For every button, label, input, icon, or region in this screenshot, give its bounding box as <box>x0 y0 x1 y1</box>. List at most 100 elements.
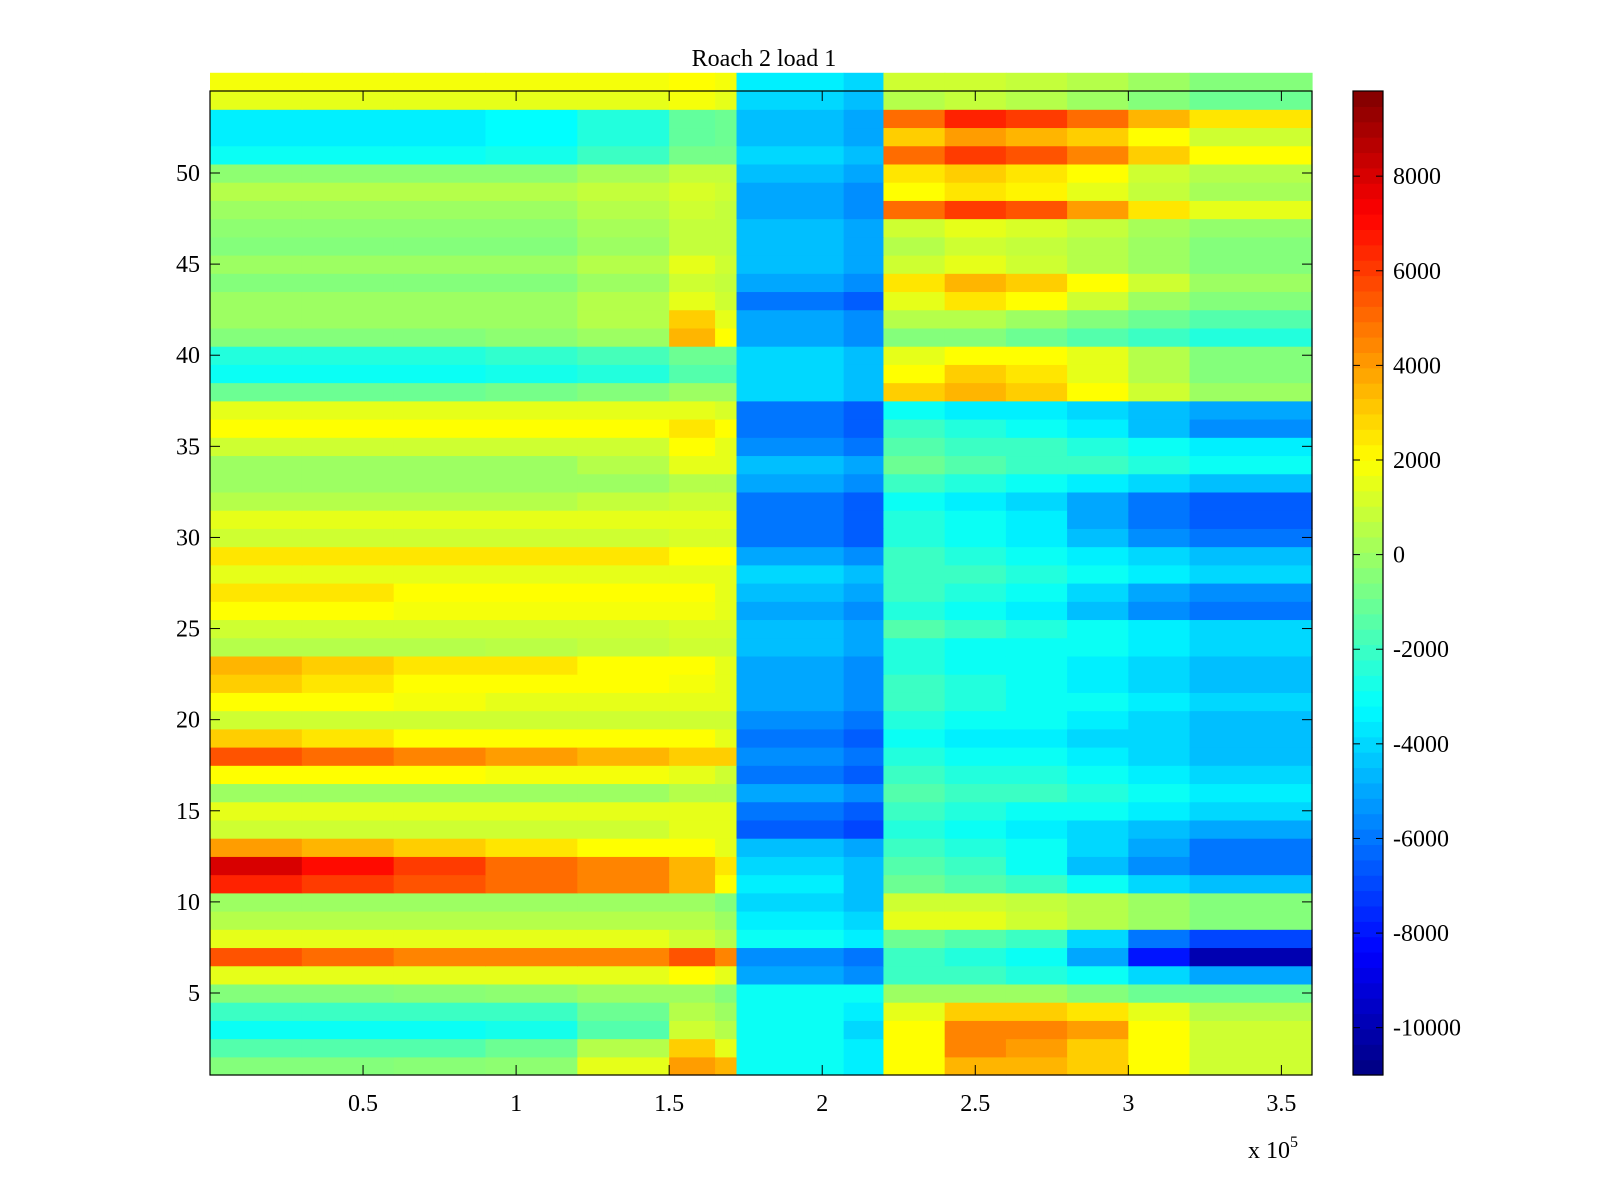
heatmap-cell <box>669 637 716 657</box>
heatmap-cell <box>944 200 1007 220</box>
heatmap-cell <box>577 473 670 493</box>
heatmap-cell <box>1128 674 1191 693</box>
heatmap-cell <box>1005 236 1068 256</box>
heatmap-cell <box>669 728 716 748</box>
heatmap-cell <box>736 801 845 821</box>
heatmap-cell <box>883 583 946 602</box>
heatmap-cell <box>1128 619 1191 639</box>
heatmap-cell <box>669 200 716 220</box>
heatmap-cell <box>1128 437 1191 457</box>
heatmap-cell <box>736 765 845 785</box>
heatmap-cell <box>485 692 578 712</box>
heatmap-cell <box>736 163 845 183</box>
heatmap-cell <box>1005 765 1068 785</box>
heatmap-cell <box>1189 255 1313 274</box>
heatmap-cell <box>669 911 716 930</box>
heatmap-cell <box>393 929 487 949</box>
colorbar-swatch <box>1353 137 1383 154</box>
heatmap-cell <box>393 72 487 92</box>
heatmap-cell <box>1128 163 1191 183</box>
heatmap-cell <box>577 583 670 602</box>
heatmap-cell <box>393 1002 487 1021</box>
heatmap-cell <box>210 200 303 220</box>
heatmap-cell <box>1128 309 1191 329</box>
heatmap-cell <box>883 637 946 657</box>
heatmap-cell <box>1067 473 1129 493</box>
colorbar-swatch <box>1353 106 1383 123</box>
heatmap-cell <box>485 655 578 675</box>
colorbar-swatch <box>1353 198 1383 215</box>
heatmap-cell <box>210 491 303 511</box>
heatmap-cell <box>1128 255 1191 274</box>
colorbar-swatch <box>1353 598 1383 615</box>
heatmap-cell <box>843 911 885 930</box>
heatmap-cell <box>1128 1056 1191 1076</box>
colorbar-swatch <box>1353 982 1383 999</box>
heatmap-cell <box>736 1038 845 1058</box>
heatmap-cell <box>669 892 716 912</box>
heatmap-cell <box>393 163 487 183</box>
heatmap-cell <box>883 819 946 839</box>
heatmap-cell <box>210 983 303 1003</box>
heatmap-cell <box>883 619 946 639</box>
heatmap-cell <box>301 892 395 912</box>
y-tick-label: 10 <box>176 890 200 916</box>
heatmap-cell <box>1067 72 1129 92</box>
heatmap-cell <box>301 200 395 220</box>
heatmap-cell <box>577 491 670 511</box>
heatmap-cell <box>669 400 716 420</box>
heatmap-cell <box>843 983 885 1003</box>
colorbar-swatch <box>1353 706 1383 722</box>
heatmap-cell <box>1005 856 1068 876</box>
heatmap-cell <box>210 72 303 92</box>
heatmap-cell <box>715 510 738 529</box>
heatmap-cell <box>736 364 845 384</box>
heatmap-cell <box>1189 674 1313 693</box>
heatmap-cell <box>883 692 946 712</box>
heatmap-cell <box>210 911 303 930</box>
heatmap-cell <box>736 892 845 912</box>
heatmap-cell <box>301 109 395 129</box>
heatmap-cell <box>843 655 885 675</box>
heatmap-cell <box>669 255 716 274</box>
heatmap-cell <box>577 892 670 912</box>
heatmap-cell <box>1128 419 1191 438</box>
colorbar-swatch <box>1353 921 1383 938</box>
heatmap-cell <box>715 327 738 347</box>
heatmap-cell <box>210 801 303 821</box>
heatmap-cell <box>1128 364 1191 384</box>
heatmap-cell <box>736 109 845 129</box>
heatmap-cell <box>883 72 946 92</box>
heatmap-cell <box>577 364 670 384</box>
heatmap-cell <box>1067 255 1129 274</box>
heatmap-cell <box>301 1020 395 1040</box>
heatmap-cell <box>485 382 578 402</box>
heatmap-cell <box>1067 947 1129 967</box>
heatmap-cell <box>210 91 303 110</box>
heatmap-cell <box>1067 929 1129 949</box>
heatmap-cell <box>715 163 738 183</box>
heatmap-cell <box>736 473 845 493</box>
heatmap-cell <box>715 674 738 693</box>
heatmap-cell <box>1067 783 1129 803</box>
heatmap-cell <box>944 655 1007 675</box>
heatmap-cell <box>715 747 738 766</box>
heatmap-cell <box>577 510 670 529</box>
heatmap-cell <box>485 236 578 256</box>
heatmap-cell <box>393 491 487 511</box>
heatmap-cell <box>210 1002 303 1021</box>
heatmap-cell <box>1067 655 1129 675</box>
heatmap-cell <box>883 127 946 147</box>
heatmap-cell <box>1128 382 1191 402</box>
heatmap-cell <box>393 455 487 475</box>
x-axis: 0.5 1 1.5 2 2.5 3 3.5 <box>348 91 1296 1117</box>
heatmap-cell <box>485 710 578 730</box>
heatmap-cell <box>301 419 395 438</box>
heatmap-cell <box>669 291 716 311</box>
colorbar-swatch <box>1353 337 1383 353</box>
heatmap-cell <box>843 546 885 566</box>
colorbar-swatch <box>1353 829 1383 845</box>
heatmap-cell <box>1067 838 1129 857</box>
heatmap-cell <box>715 728 738 748</box>
heatmap-cell <box>736 346 845 365</box>
